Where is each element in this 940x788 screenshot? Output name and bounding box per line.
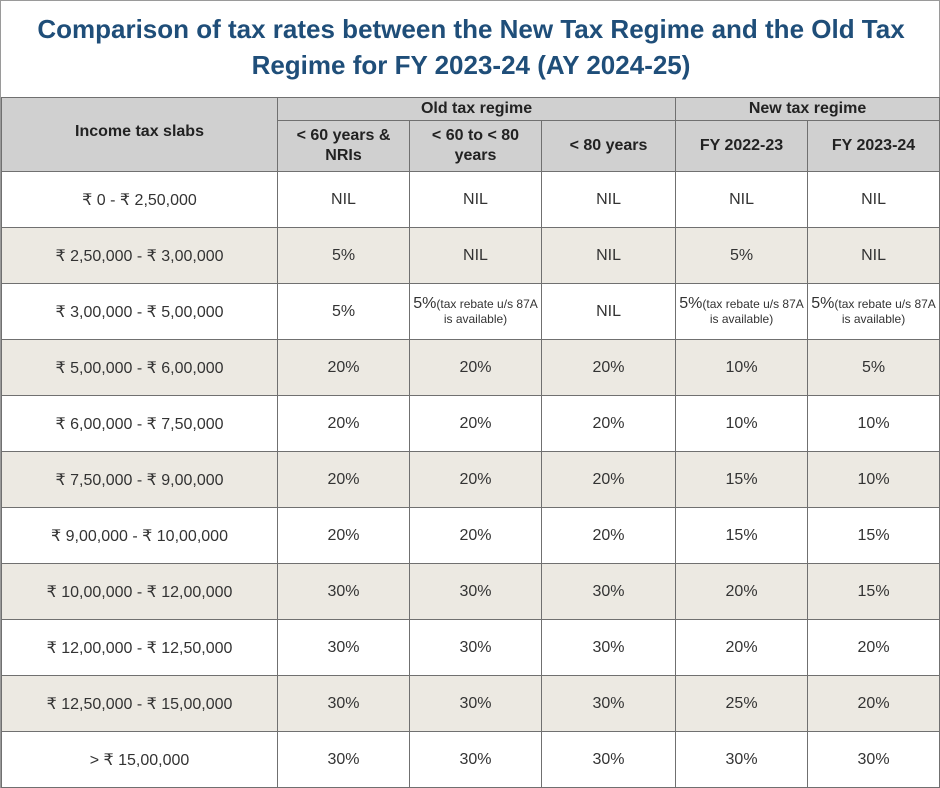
cell-new-fy2022-23: 10% xyxy=(675,339,809,396)
title-line-2: Regime for FY 2023-24 (AY 2024-25) xyxy=(251,50,691,80)
cell-old-above-80: NIL xyxy=(540,227,677,284)
cell-slab: ₹ 9,00,000 - ₹ 10,00,000 xyxy=(1,507,278,564)
cell-new-fy2022-23: 5%(tax rebate u/s 87A is available) xyxy=(675,283,809,340)
title-line-1: Comparison of tax rates between the New … xyxy=(37,14,905,44)
rebate-note: 5%(tax rebate u/s 87A is available) xyxy=(811,295,936,327)
cell-new-fy2023-24: 10% xyxy=(807,395,940,452)
cell-new-fy2022-23: NIL xyxy=(675,171,809,228)
cell-new-fy2022-23: 25% xyxy=(675,675,809,732)
cell-old-60-to-80: 20% xyxy=(409,339,542,396)
table-row: ₹ 12,50,000 - ₹ 15,00,000 30% 30% 30% 25% 20% xyxy=(1,675,940,732)
tax-rates-table: Income tax slabs Old tax regime New tax … xyxy=(1,97,940,788)
cell-old-60-to-80: 30% xyxy=(409,619,542,676)
header-new-fy2023-24: FY 2023-24 xyxy=(807,120,940,172)
cell-old-below-60: 5% xyxy=(277,227,410,284)
cell-old-60-to-80: 20% xyxy=(409,507,542,564)
cell-old-above-80: 30% xyxy=(540,675,677,732)
cell-new-fy2023-24: 30% xyxy=(807,731,940,788)
table-row: ₹ 3,00,000 - ₹ 5,00,000 5% 5%(tax rebate u… xyxy=(1,283,940,340)
cell-old-60-to-80: 30% xyxy=(409,563,542,620)
cell-slab: ₹ 5,00,000 - ₹ 6,00,000 xyxy=(1,339,278,396)
page-title: Comparison of tax rates between the New … xyxy=(1,11,940,83)
cell-new-fy2023-24: NIL xyxy=(807,171,940,228)
cell-old-60-to-80: 5%(tax rebate u/s 87A is available) xyxy=(409,283,542,340)
cell-new-fy2023-24: 15% xyxy=(807,507,940,564)
table-row: ₹ 12,00,000 - ₹ 12,50,000 30% 30% 30% 20% 20% xyxy=(1,619,940,676)
cell-new-fy2023-24: NIL xyxy=(807,227,940,284)
cell-slab: ₹ 0 - ₹ 2,50,000 xyxy=(1,171,278,228)
cell-new-fy2023-24: 10% xyxy=(807,451,940,508)
table-row: ₹ 9,00,000 - ₹ 10,00,000 20% 20% 20% 15% 15% xyxy=(1,507,940,564)
cell-new-fy2022-23: 20% xyxy=(675,563,809,620)
cell-slab: ₹ 12,50,000 - ₹ 15,00,000 xyxy=(1,675,278,732)
cell-slab: ₹ 10,00,000 - ₹ 12,00,000 xyxy=(1,563,278,620)
cell-slab: ₹ 2,50,000 - ₹ 3,00,000 xyxy=(1,227,278,284)
cell-old-above-80: 20% xyxy=(540,395,677,452)
cell-old-below-60: 20% xyxy=(277,451,410,508)
cell-old-above-80: 30% xyxy=(540,619,677,676)
cell-slab: ₹ 3,00,000 - ₹ 5,00,000 xyxy=(1,283,278,340)
header-income-slabs: Income tax slabs xyxy=(1,97,278,172)
header-new-regime: New tax regime xyxy=(675,97,940,121)
cell-slab: ₹ 7,50,000 - ₹ 9,00,000 xyxy=(1,451,278,508)
cell-new-fy2023-24: 15% xyxy=(807,563,940,620)
cell-new-fy2023-24: 20% xyxy=(807,619,940,676)
table-row: ₹ 5,00,000 - ₹ 6,00,000 20% 20% 20% 10% 5% xyxy=(1,339,940,396)
cell-old-60-to-80: NIL xyxy=(409,227,542,284)
cell-new-fy2023-24: 5% xyxy=(807,339,940,396)
table-row: ₹ 2,50,000 - ₹ 3,00,000 5% NIL NIL 5% NIL xyxy=(1,227,940,284)
cell-new-fy2023-24: 5%(tax rebate u/s 87A is available) xyxy=(807,283,940,340)
cell-old-above-80: 20% xyxy=(540,451,677,508)
cell-new-fy2022-23: 15% xyxy=(675,507,809,564)
header-old-regime: Old tax regime xyxy=(276,97,677,121)
header-old-below-60: < 60 years & NRIs xyxy=(277,120,410,172)
table-row: ₹ 0 - ₹ 2,50,000 NIL NIL NIL NIL NIL xyxy=(1,171,940,228)
cell-slab: ₹ 12,00,000 - ₹ 12,50,000 xyxy=(1,619,278,676)
cell-old-60-to-80: 20% xyxy=(409,451,542,508)
rebate-note: 5%(tax rebate u/s 87A is available) xyxy=(413,295,538,327)
cell-old-below-60: 20% xyxy=(277,507,410,564)
cell-old-below-60: 20% xyxy=(277,395,410,452)
cell-old-above-80: 30% xyxy=(540,563,677,620)
cell-old-60-to-80: 30% xyxy=(409,731,542,788)
cell-old-below-60: 30% xyxy=(277,731,410,788)
cell-old-below-60: 20% xyxy=(277,339,410,396)
tax-table-body: ₹ 0 - ₹ 2,50,000 NIL NIL NIL NIL NIL ₹ 2,50,00… xyxy=(1,171,940,788)
table-row: ₹ 6,00,000 - ₹ 7,50,000 20% 20% 20% 10% 10% xyxy=(1,395,940,452)
cell-new-fy2022-23: 10% xyxy=(675,395,809,452)
cell-slab: ₹ 6,00,000 - ₹ 7,50,000 xyxy=(1,395,278,452)
cell-old-60-to-80: NIL xyxy=(409,171,542,228)
cell-new-fy2022-23: 20% xyxy=(675,619,809,676)
cell-old-above-80: NIL xyxy=(540,283,677,340)
cell-slab: > ₹ 15,00,000 xyxy=(1,731,278,788)
table-row: > ₹ 15,00,000 30% 30% 30% 30% 30% xyxy=(1,731,940,788)
cell-new-fy2023-24: 20% xyxy=(807,675,940,732)
header-old-above-80: < 80 years xyxy=(540,120,677,172)
header-new-fy2022-23: FY 2022-23 xyxy=(675,120,809,172)
cell-old-above-80: 30% xyxy=(540,731,677,788)
cell-old-60-to-80: 20% xyxy=(409,395,542,452)
cell-new-fy2022-23: 5% xyxy=(675,227,809,284)
table-row: ₹ 7,50,000 - ₹ 9,00,000 20% 20% 20% 15% 10% xyxy=(1,451,940,508)
cell-old-above-80: 20% xyxy=(540,507,677,564)
cell-new-fy2022-23: 15% xyxy=(675,451,809,508)
cell-old-below-60: 30% xyxy=(277,619,410,676)
header-old-60-to-80: < 60 to < 80 years xyxy=(409,120,542,172)
cell-old-above-80: NIL xyxy=(540,171,677,228)
cell-old-below-60: 5% xyxy=(277,283,410,340)
cell-old-60-to-80: 30% xyxy=(409,675,542,732)
cell-old-below-60: NIL xyxy=(277,171,410,228)
cell-old-below-60: 30% xyxy=(277,675,410,732)
table-row: ₹ 10,00,000 - ₹ 12,00,000 30% 30% 30% 20% 15% xyxy=(1,563,940,620)
rebate-note: 5%(tax rebate u/s 87A is available) xyxy=(679,295,804,327)
cell-new-fy2022-23: 30% xyxy=(675,731,809,788)
cell-old-above-80: 20% xyxy=(540,339,677,396)
cell-old-below-60: 30% xyxy=(277,563,410,620)
